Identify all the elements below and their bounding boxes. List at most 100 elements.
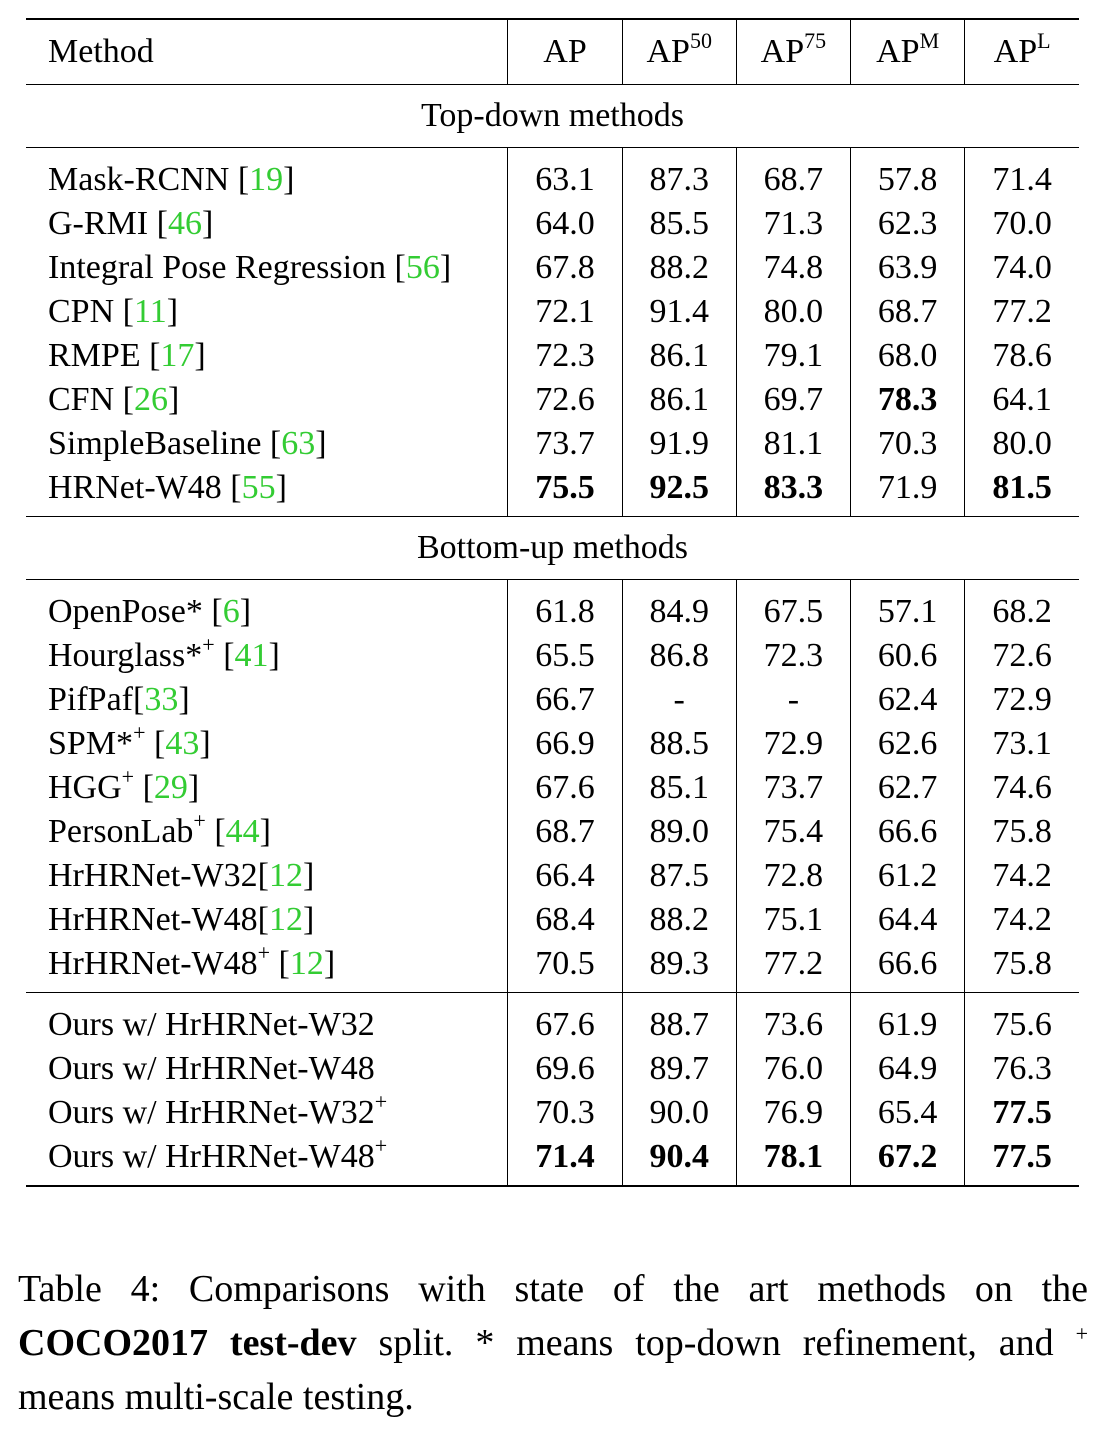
value-text: 89.7 (649, 1050, 709, 1087)
value-cell: 67.5 (735, 579, 851, 634)
citation-link[interactable]: 55 (241, 469, 276, 506)
value-cell: 64.1 (964, 378, 1079, 422)
method-name: PifPaf (48, 681, 133, 718)
value-cell: 69.7 (735, 378, 851, 422)
citation-link[interactable]: 33 (144, 681, 179, 718)
citation-link[interactable]: 43 (165, 725, 200, 762)
value-cell: 57.1 (850, 579, 965, 634)
value-text: 63.1 (535, 161, 595, 198)
citation-link[interactable]: 11 (133, 293, 167, 330)
value-text: 77.2 (763, 945, 824, 982)
citation-link[interactable]: 12 (268, 901, 303, 938)
value-cell: 67.6 (507, 766, 623, 810)
value-cell: 61.9 (850, 992, 965, 1047)
method-cell: Hourglass*+ [41] (48, 632, 280, 675)
method-superscript: + (133, 720, 146, 745)
citation-link[interactable]: 44 (225, 813, 260, 850)
citation-link[interactable]: 12 (289, 945, 324, 982)
table-row: Ours w/ HrHRNet-W32+ 70.3 90.0 76.9 65.4 77.5 (26, 1091, 1079, 1135)
method-name: Ours w/ HrHRNet-W48 (48, 1050, 375, 1087)
method-cell: HGG+ [29] (48, 764, 200, 807)
value-cell: 64.9 (850, 1047, 965, 1091)
value-cell: 72.1 (507, 290, 623, 334)
value-text: 74.8 (763, 249, 824, 286)
value-text: 68.7 (877, 293, 938, 330)
value-text: 74.2 (992, 857, 1052, 894)
value-cell: 73.7 (735, 766, 851, 810)
value-text: 87.5 (649, 857, 709, 894)
value-cell: 78.3 (850, 378, 965, 422)
value-cell: 72.8 (735, 854, 851, 898)
table-row: OpenPose* [6] 61.8 84.9 67.5 57.1 68.2 (26, 579, 1079, 634)
value-text: 61.9 (877, 1006, 938, 1043)
value-text: 64.9 (877, 1050, 938, 1087)
value-cell: 88.2 (621, 898, 737, 942)
value-cell: 70.3 (507, 1091, 623, 1135)
value-text: 65.4 (877, 1094, 938, 1131)
table-row: CFN [26] 72.6 86.1 69.7 78.3 64.1 (26, 378, 1079, 422)
caption-text-1: Comparisons with state of the art method… (188, 1268, 1088, 1310)
citation-link[interactable]: 63 (281, 425, 316, 462)
method-name: Ours w/ HrHRNet-W32 (48, 1094, 375, 1131)
value-text: 73.7 (535, 425, 595, 462)
citation-link[interactable]: 12 (268, 857, 303, 894)
value-cell: 72.6 (964, 634, 1079, 678)
table-row: SimpleBaseline [63] 73.7 91.9 81.1 70.3 80.0 (26, 422, 1079, 466)
method-cell: Ours w/ HrHRNet-W48 (26, 1047, 508, 1091)
method-cell: PifPaf[33] (48, 681, 190, 718)
column-header-label: AP (646, 33, 690, 70)
citation-link[interactable]: 6 (222, 593, 240, 630)
value-text: - (673, 681, 685, 718)
value-cell: 91.4 (621, 290, 737, 334)
value-text: 73.7 (763, 769, 824, 806)
value-cell: 78.1 (735, 1135, 851, 1187)
citation-link[interactable]: 56 (405, 249, 440, 286)
value-cell: 71.4 (964, 147, 1079, 202)
section-header-row: Bottom-up methods (26, 516, 1079, 580)
citation-link[interactable]: 41 (234, 637, 269, 674)
value-cell: 71.9 (850, 466, 965, 517)
citation-link[interactable]: 29 (153, 769, 188, 806)
method-cell: CFN [26] (48, 381, 180, 418)
citation-link[interactable]: 17 (160, 337, 195, 374)
value-text: 79.1 (763, 337, 824, 374)
column-header: AP75 (735, 18, 851, 85)
value-cell: 80.0 (735, 290, 851, 334)
value-cell: 74.0 (964, 246, 1079, 290)
value-cell: 90.4 (621, 1135, 737, 1187)
citation-link[interactable]: 46 (167, 205, 202, 242)
section-title: Bottom-up methods (26, 516, 1079, 580)
value-cell: 78.6 (964, 334, 1079, 378)
value-cell: - (735, 678, 851, 722)
value-text: 74.6 (992, 769, 1052, 806)
value-text: 78.3 (877, 381, 938, 418)
header-row: Method AP AP50 AP75 APM APL (26, 18, 1079, 85)
citation-link[interactable]: 19 (249, 161, 284, 198)
value-cell: 68.7 (850, 290, 965, 334)
caption-sup-symbol: + (1075, 1321, 1089, 1346)
value-text: 61.2 (877, 857, 938, 894)
value-text: 71.3 (763, 205, 824, 242)
value-cell: 69.6 (507, 1047, 623, 1091)
value-cell: 66.6 (850, 942, 965, 993)
table-row: HRNet-W48 [55] 75.5 92.5 83.3 71.9 81.5 (26, 466, 1079, 517)
value-text: 67.2 (877, 1138, 938, 1175)
column-header-label: AP (876, 33, 920, 70)
value-text: 66.9 (535, 725, 595, 762)
value-cell: 75.5 (507, 466, 623, 517)
value-text: 67.8 (535, 249, 595, 286)
value-cell: 61.2 (850, 854, 965, 898)
value-text: 87.3 (649, 161, 709, 198)
value-text: 88.2 (649, 901, 709, 938)
value-text: 65.5 (535, 637, 595, 674)
value-text: 70.3 (535, 1094, 595, 1131)
citation-link[interactable]: 26 (133, 381, 168, 418)
method-cell: Ours w/ HrHRNet-W32+ (26, 1091, 508, 1135)
table-row: Ours w/ HrHRNet-W32 67.6 88.7 73.6 61.9 75.6 (26, 992, 1079, 1047)
value-text: 73.6 (763, 1006, 824, 1043)
value-cell: 81.5 (964, 466, 1079, 517)
method-name: RMPE (48, 337, 141, 374)
table-row: Ours w/ HrHRNet-W48 69.6 89.7 76.0 64.9 76.3 (26, 1047, 1079, 1091)
results-table-body: Method AP AP50 AP75 APM APL Top-down methods Ma… (26, 18, 1079, 1187)
value-text: 77.5 (992, 1138, 1052, 1175)
